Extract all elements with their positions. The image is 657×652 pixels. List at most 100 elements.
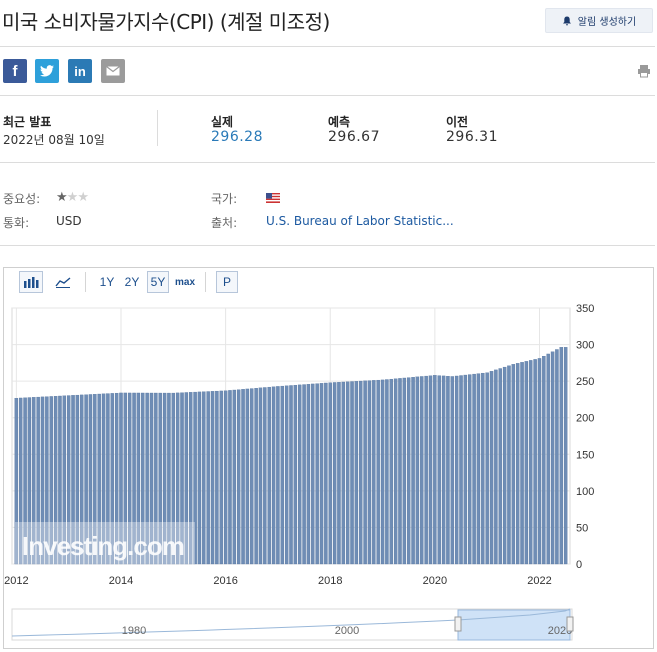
bar <box>202 391 206 565</box>
bar <box>507 365 511 565</box>
bar <box>459 375 463 565</box>
bar <box>515 363 520 565</box>
bar <box>555 349 559 565</box>
bar <box>250 388 254 565</box>
print-icon[interactable] <box>637 64 651 78</box>
y-tick-label: 250 <box>576 376 594 388</box>
bar <box>481 372 485 565</box>
previous-value: 296.31 <box>446 129 498 145</box>
bar <box>245 388 250 565</box>
range-5y-button[interactable]: 5Y <box>147 271 169 293</box>
bar <box>49 396 53 565</box>
x-tick-label: 2012 <box>4 575 28 587</box>
bar <box>149 392 154 565</box>
page-title: 미국 소비자물가지수(CPI) (계절 미조정) <box>2 10 330 34</box>
bar <box>241 389 245 565</box>
bar <box>171 392 176 565</box>
bar <box>210 391 215 565</box>
linkedin-icon: in <box>74 63 86 79</box>
create-alert-button[interactable]: 알림 생성하기 <box>545 8 653 33</box>
bar <box>328 382 332 565</box>
line-chart-icon <box>55 277 71 288</box>
navigator-handle[interactable] <box>566 616 574 632</box>
bar <box>206 391 210 565</box>
bar <box>132 392 136 565</box>
bar <box>27 397 32 565</box>
bar <box>80 394 84 565</box>
bar <box>489 371 494 565</box>
actual-value: 296.28 <box>211 129 263 145</box>
bar <box>450 376 455 565</box>
navigator-series <box>11 608 571 637</box>
divider <box>205 272 206 292</box>
linkedin-share-button[interactable]: in <box>68 59 92 83</box>
y-tick-label: 150 <box>576 449 594 461</box>
bar <box>40 396 45 565</box>
bar <box>193 391 197 565</box>
bar <box>53 396 58 565</box>
bar <box>167 392 171 565</box>
chart-panel <box>3 267 654 649</box>
bar <box>127 392 132 565</box>
bar <box>228 390 232 565</box>
bar-chart-toggle[interactable] <box>19 271 43 293</box>
email-share-button[interactable] <box>101 59 125 83</box>
twitter-share-button[interactable] <box>35 59 59 83</box>
facebook-share-button[interactable]: f <box>3 59 27 83</box>
bar <box>345 381 350 565</box>
x-tick-label: 2016 <box>213 575 237 587</box>
source-link[interactable]: U.S. Bureau of Labor Statistic... <box>266 214 454 228</box>
navigator-handle[interactable] <box>454 616 462 632</box>
bar <box>154 392 158 565</box>
bar <box>276 386 280 565</box>
range-2y-button[interactable]: 2Y <box>124 275 140 289</box>
bar <box>66 395 71 565</box>
bar <box>529 360 533 565</box>
twitter-icon <box>40 65 54 77</box>
bar <box>437 375 441 565</box>
p-button[interactable]: P <box>216 271 238 293</box>
navigator-tick-label: 2020 <box>548 625 572 637</box>
y-tick-label: 300 <box>576 340 594 352</box>
bar <box>324 382 328 565</box>
range-max-button[interactable]: max <box>174 276 195 288</box>
range-1y-button[interactable]: 1Y <box>99 275 115 289</box>
bar <box>468 374 472 565</box>
bar <box>101 393 106 565</box>
x-tick-label: 2018 <box>318 575 342 587</box>
bar <box>289 385 293 565</box>
importance-stars: ★★★ <box>56 190 89 205</box>
bar <box>180 392 184 565</box>
bar <box>258 387 263 565</box>
bar <box>18 397 23 565</box>
bar <box>337 382 341 565</box>
x-tick-label: 2020 <box>423 575 447 587</box>
bar <box>520 362 524 565</box>
bar <box>45 396 49 565</box>
bar <box>267 386 271 565</box>
importance-label: 중요성: <box>3 192 41 206</box>
facebook-icon: f <box>12 62 18 80</box>
envelope-icon <box>106 66 120 76</box>
line-chart-toggle[interactable] <box>51 271 75 293</box>
watermark-bg <box>15 522 195 564</box>
y-tick-label: 50 <box>576 522 588 534</box>
bar <box>97 393 101 565</box>
bar <box>424 375 428 565</box>
bar <box>454 375 459 565</box>
bar <box>359 380 363 565</box>
y-tick-label: 200 <box>576 413 594 425</box>
bar <box>158 392 162 565</box>
bar <box>415 376 420 565</box>
bar <box>58 395 62 565</box>
star-empty-icon: ★ <box>66 190 79 205</box>
bar <box>62 395 67 565</box>
bar <box>311 383 315 565</box>
previous-label: 이전 <box>446 115 469 129</box>
currency-value: USD <box>56 214 82 228</box>
bar <box>88 394 93 565</box>
bar <box>141 392 145 565</box>
bar <box>32 397 36 565</box>
divider <box>0 46 655 47</box>
